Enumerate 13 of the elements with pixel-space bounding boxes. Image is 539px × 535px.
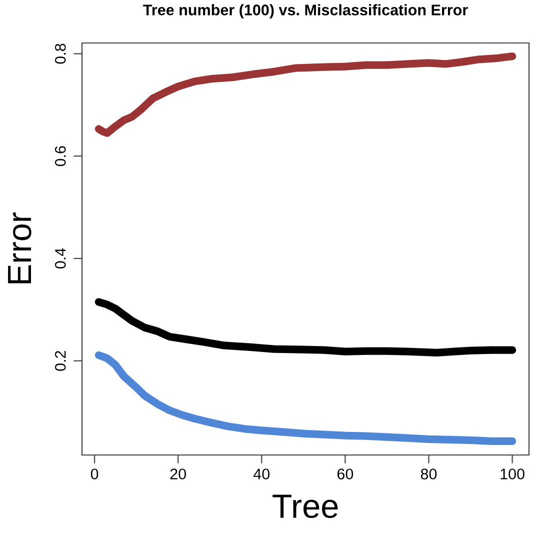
x-axis-title: Tree xyxy=(272,494,338,518)
y-axis-title: Error xyxy=(8,212,32,284)
x-tick-label: 20 xyxy=(170,468,186,480)
y-tick-label: 0.6 xyxy=(54,146,66,166)
x-tick-label: 80 xyxy=(420,468,437,480)
y-tick-label: 0.2 xyxy=(54,350,66,371)
chart-title: Tree number (100) vs. Misclassification Error xyxy=(143,4,468,18)
y-tick-label: 0.4 xyxy=(54,248,66,268)
y-tick-label: 0.8 xyxy=(54,44,66,64)
x-tick-label: 0 xyxy=(90,468,98,480)
x-tick-label: 60 xyxy=(337,468,354,480)
x-tick-label: 100 xyxy=(500,468,524,480)
x-tick-label: 40 xyxy=(253,468,270,480)
